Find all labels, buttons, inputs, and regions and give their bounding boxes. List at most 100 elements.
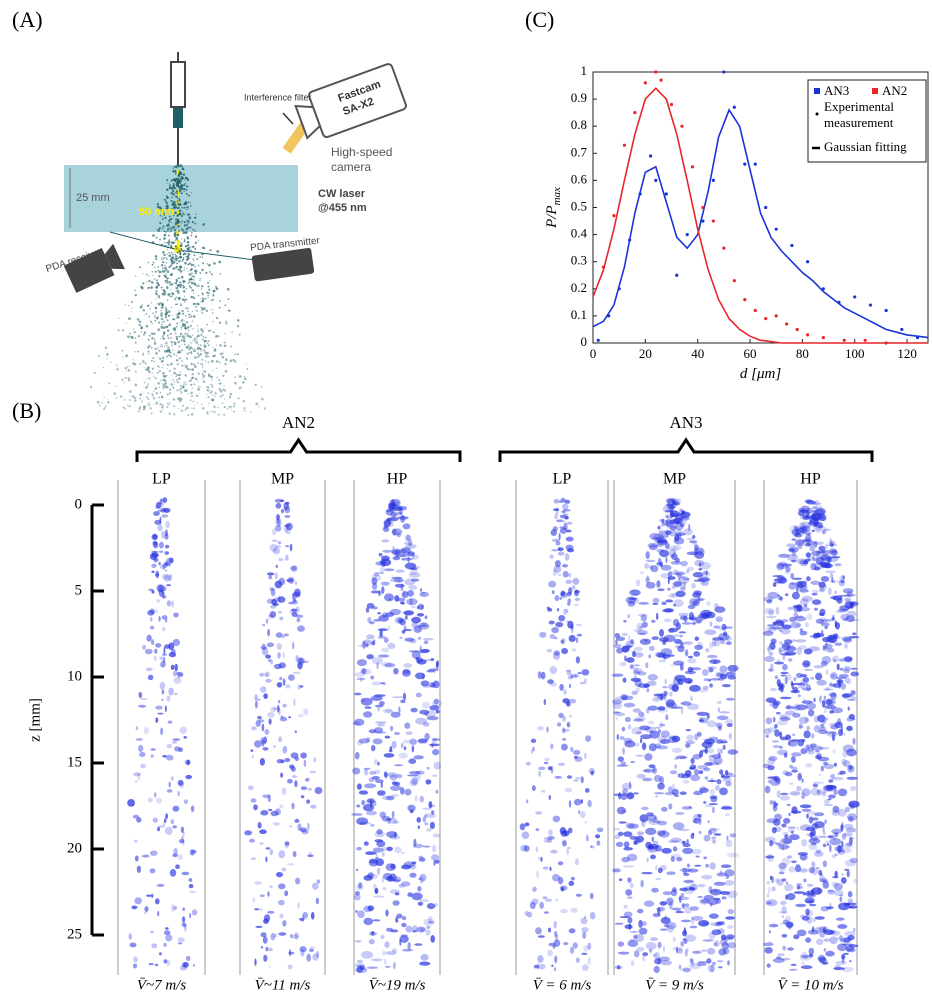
droplet [166,375,168,377]
droplet [546,649,552,653]
droplet [178,346,180,348]
droplet [694,769,699,775]
droplet [392,546,394,550]
droplet [194,383,196,385]
droplet [166,755,174,761]
droplet [190,287,192,289]
droplet [147,398,149,400]
droplet [690,764,696,770]
droplet [140,286,142,288]
droplet [290,566,297,571]
droplet [381,662,392,667]
droplet [431,810,434,814]
droplet [154,361,155,362]
droplet [276,503,282,509]
droplet [165,269,167,271]
droplet [250,412,251,413]
droplet [166,286,169,289]
droplet [674,502,680,505]
droplet [311,912,315,920]
droplet [219,344,222,347]
droplet [806,552,811,557]
droplet [150,617,153,622]
droplet [825,951,835,957]
x-axis-label-part: d [ [740,366,758,382]
droplet [624,703,636,708]
droplet [828,588,832,595]
droplet [233,405,235,407]
droplet [185,183,186,184]
droplet [201,285,203,287]
droplet [174,254,176,256]
droplet [181,327,183,329]
droplet [797,558,807,564]
droplet [186,333,187,334]
droplet [423,846,431,848]
droplet [152,541,157,547]
droplet [159,542,164,549]
droplet [161,383,162,384]
droplet [161,699,164,701]
droplet [651,620,655,623]
droplet [673,581,683,586]
droplet [374,759,378,765]
droplet [799,589,809,593]
droplet [106,358,107,359]
droplet [209,392,211,394]
droplet [803,698,805,705]
droplet [797,773,802,781]
droplet [560,592,568,598]
droplet [538,771,541,777]
droplet [574,756,578,759]
droplet [725,813,730,816]
droplet [155,307,157,309]
droplet [666,535,669,538]
droplet [356,817,368,825]
droplet [190,205,192,207]
droplet [173,226,176,229]
droplet [385,909,388,916]
droplet [713,625,720,628]
droplet [283,678,286,685]
droplet [159,357,160,358]
droplet [125,371,126,372]
droplet [180,333,183,336]
droplet [224,342,226,344]
droplet [191,192,192,193]
droplet [214,355,216,357]
droplet [676,910,681,912]
droplet [825,687,830,690]
droplet [197,356,199,358]
droplet [173,613,179,618]
droplet [219,322,221,324]
droplet [170,364,171,365]
droplet [393,962,396,969]
droplet [541,672,546,680]
droplet [139,393,142,396]
droplet [154,792,156,797]
droplet [191,282,194,285]
droplet [181,276,184,279]
droplet [707,655,718,658]
droplet [690,775,700,782]
droplet [275,572,278,579]
droplet [178,199,180,201]
droplet [212,299,214,301]
droplet [405,563,416,570]
droplet [657,830,666,836]
droplet [800,854,808,861]
droplet [201,359,203,361]
droplet [173,405,175,407]
droplet [201,269,203,271]
droplet [139,363,141,365]
droplet [369,621,374,624]
droplet [436,660,439,666]
droplet [849,960,851,962]
droplet [847,813,857,821]
droplet [641,819,645,827]
droplet [278,900,285,905]
droplet [176,355,177,356]
droplet [116,368,118,370]
droplet [113,392,116,395]
droplet [177,225,180,228]
